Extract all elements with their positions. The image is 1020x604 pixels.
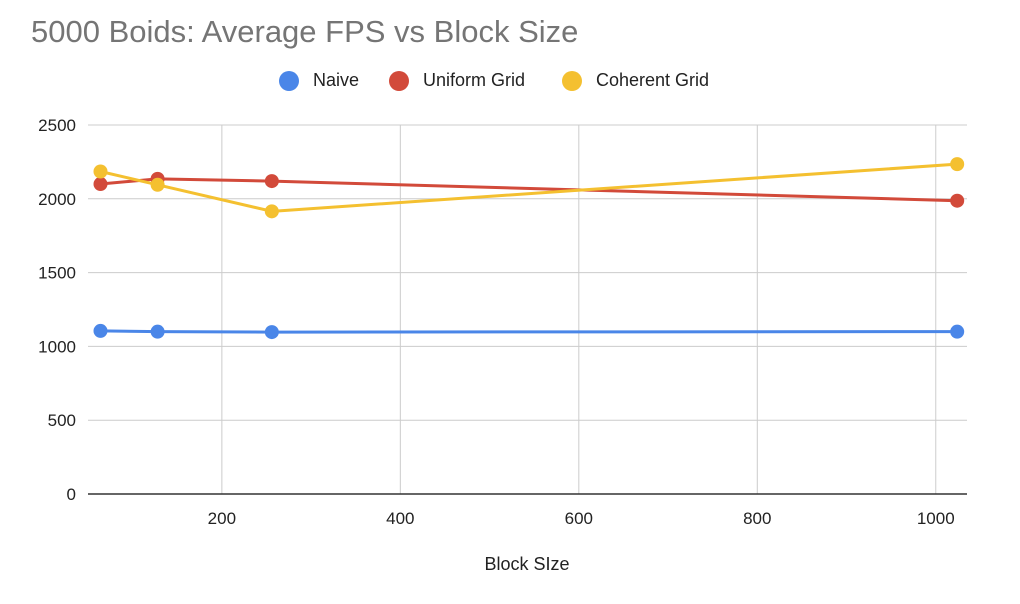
x-tick-label-600: 600: [565, 509, 593, 528]
series-line-uniform-grid: [100, 177, 958, 203]
x-tick-label-800: 800: [743, 509, 771, 528]
series-naive: [93, 323, 965, 340]
legend-marker-uniform-grid: [389, 70, 409, 91]
legend-label-uniform-grid: Uniform Grid: [423, 70, 526, 90]
series: [93, 157, 965, 340]
y-tick-label-1500: 1500: [38, 264, 76, 283]
y-tick-label-0: 0: [67, 485, 76, 504]
point-coherent-grid-64[interactable]: [93, 164, 108, 179]
series-line-naive: [100, 329, 958, 334]
legend: Naive Uniform Grid Coherent Grid: [0, 70, 1020, 94]
y-tick-label-2500: 2500: [38, 116, 76, 135]
point-naive-256[interactable]: [264, 325, 279, 340]
x-axis-label: Block SIze: [484, 554, 569, 574]
legend-marker-coherent-grid: [562, 70, 582, 91]
legend-item-naive[interactable]: Naive: [279, 70, 359, 91]
legend-label-coherent-grid: Coherent Grid: [596, 70, 710, 90]
point-coherent-grid-256[interactable]: [264, 204, 279, 219]
x-tick-label-200: 200: [208, 509, 236, 528]
axes: 0 500 1000 1500 2000 2500 200 400 600 800 1000: [38, 116, 967, 528]
point-uniform-grid-256[interactable]: [264, 174, 279, 189]
chart-title: 5000 Boids: Average FPS vs Block Size: [31, 14, 579, 49]
x-tick-label-400: 400: [386, 509, 414, 528]
point-naive-64[interactable]: [93, 323, 108, 338]
point-naive-128[interactable]: [150, 324, 165, 339]
series-line-coherent-grid: [100, 162, 958, 213]
point-coherent-grid-128[interactable]: [150, 177, 165, 192]
y-tick-label-2000: 2000: [38, 190, 76, 209]
point-coherent-grid-1024[interactable]: [950, 157, 965, 172]
point-naive-1024[interactable]: [950, 324, 965, 339]
legend-marker-naive: [279, 70, 299, 91]
series-coherent-grid: [93, 157, 965, 219]
legend-item-uniform-grid[interactable]: Uniform Grid: [389, 70, 525, 91]
legend-label-naive: Naive: [313, 70, 360, 90]
point-uniform-grid-1024[interactable]: [950, 193, 965, 208]
series-uniform-grid: [93, 171, 965, 208]
gridlines: [88, 124, 967, 494]
point-uniform-grid-64[interactable]: [93, 177, 108, 192]
x-tick-label-1000: 1000: [917, 509, 955, 528]
legend-item-coherent-grid[interactable]: Coherent Grid: [562, 70, 709, 91]
y-tick-label-1000: 1000: [38, 337, 76, 356]
y-tick-label-500: 500: [48, 411, 76, 430]
